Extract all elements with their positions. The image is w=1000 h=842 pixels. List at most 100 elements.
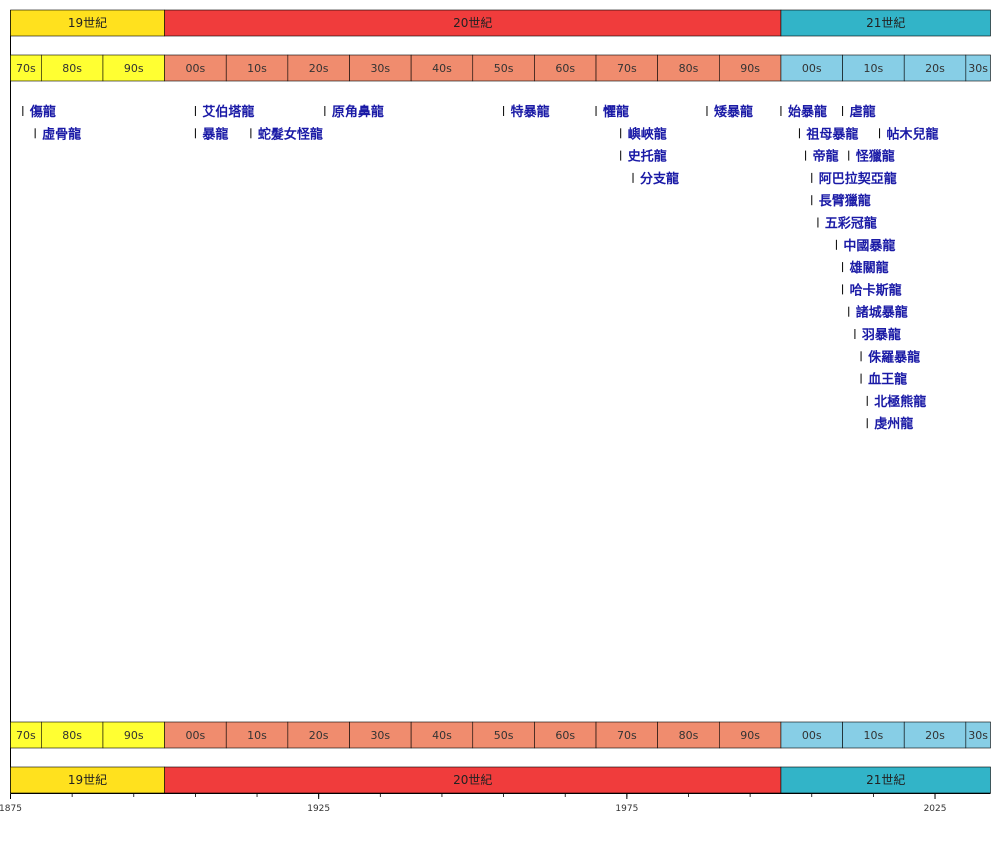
decade-label: 60s [555, 62, 575, 75]
decade-label: 30s [968, 62, 988, 75]
decade-segment [534, 721, 597, 749]
decade-segment [657, 721, 720, 749]
event-item[interactable]: 懼龍 [595, 104, 629, 120]
event-item[interactable]: 始暴龍 [780, 104, 827, 120]
decade-label: 20s [309, 62, 329, 75]
event-item[interactable]: 中國暴龍 [835, 238, 895, 254]
event-item[interactable]: 羽暴龍 [854, 327, 901, 343]
year-axis: 1875 1925 1975 2025 [0, 793, 991, 814]
decade-segment [410, 54, 474, 82]
decade-segment [657, 54, 720, 82]
event-label[interactable]: 嶼峽龍 [628, 126, 667, 142]
decade-label: 90s [740, 729, 760, 742]
event-item[interactable]: 虐龍 [842, 104, 876, 120]
event-item[interactable]: 祖母暴龍 [798, 126, 858, 142]
event-label[interactable]: 怪獵龍 [856, 149, 895, 165]
event-item[interactable]: 蛇髮女怪龍 [250, 126, 323, 142]
event-label[interactable]: 原角鼻龍 [332, 104, 384, 120]
decade-label: 80s [62, 729, 82, 742]
event-item[interactable]: 艾伯塔龍 [194, 104, 254, 120]
decade-segment [965, 54, 991, 82]
decade-segment [102, 721, 165, 749]
event-label[interactable]: 北極熊龍 [874, 394, 926, 410]
event-item[interactable]: 帖木兒龍 [879, 126, 939, 142]
decade-segment [287, 54, 350, 82]
century-label: 21世紀 [866, 16, 905, 30]
decade-label: 50s [494, 729, 514, 742]
event-item[interactable]: 侏羅暴龍 [860, 349, 920, 365]
century-label: 20世紀 [453, 16, 492, 30]
event-label[interactable]: 虔州龍 [874, 416, 913, 432]
event-label[interactable]: 諸城暴龍 [856, 305, 908, 321]
decade-label: 70s [617, 62, 637, 75]
event-label[interactable]: 血王龍 [868, 372, 907, 388]
event-item[interactable]: 分支龍 [632, 171, 679, 187]
decade-segment [842, 54, 905, 82]
event-label[interactable]: 中國暴龍 [843, 238, 895, 254]
event-item[interactable]: 北極熊龍 [866, 394, 926, 410]
decade-segment [595, 54, 658, 82]
event-item[interactable]: 怪獵龍 [848, 149, 895, 165]
event-item[interactable]: 虔州龍 [866, 416, 913, 432]
event-item[interactable]: 傷龍 [22, 104, 56, 120]
event-label[interactable]: 虛骨龍 [42, 126, 81, 142]
event-item[interactable]: 長臂獵龍 [811, 193, 871, 209]
event-item[interactable]: 嶼峽龍 [620, 126, 667, 142]
event-item[interactable]: 哈卡斯龍 [842, 282, 902, 298]
event-item[interactable]: 特暴龍 [503, 104, 550, 120]
event-label[interactable]: 艾伯塔龍 [202, 104, 254, 120]
event-label[interactable]: 帝龍 [813, 149, 839, 165]
event-item[interactable]: 諸城暴龍 [848, 305, 908, 321]
event-item[interactable]: 史托龍 [620, 149, 667, 165]
event-label[interactable]: 雄關龍 [849, 260, 889, 276]
century-label: 21世紀 [866, 773, 905, 787]
axis-tick-label: 2025 [924, 804, 947, 814]
event-label[interactable]: 哈卡斯龍 [850, 282, 902, 298]
event-item[interactable]: 雄關龍 [842, 260, 889, 276]
decade-segment [780, 54, 843, 82]
event-item[interactable]: 五彩冠龍 [817, 216, 877, 232]
event-label[interactable]: 蛇髮女怪龍 [258, 126, 323, 142]
decade-label: 70s [16, 729, 36, 742]
event-label[interactable]: 始暴龍 [788, 104, 827, 120]
event-label[interactable]: 帖木兒龍 [887, 126, 939, 142]
axis-tick-label: 1975 [615, 804, 638, 814]
event-label[interactable]: 矮暴龍 [714, 104, 753, 120]
event-item[interactable]: 虛骨龍 [34, 126, 81, 142]
event-item[interactable]: 矮暴龍 [706, 104, 753, 120]
event-item[interactable]: 阿巴拉契亞龍 [811, 171, 897, 187]
event-label[interactable]: 長臂獵龍 [819, 193, 871, 209]
decade-label: 90s [124, 62, 144, 75]
decade-label: 40s [432, 62, 452, 75]
event-item[interactable]: 原角鼻龍 [324, 104, 384, 120]
decade-band-bottom: 70s 80s 90s 00s 10s 20s 30s 40s 50s 60s 70s 80s 90s 0… [10, 721, 991, 749]
century-segment [164, 9, 782, 37]
decade-label: 20s [925, 62, 945, 75]
event-label[interactable]: 懼龍 [603, 104, 629, 120]
decade-segment [10, 721, 42, 749]
event-label[interactable]: 五彩冠龍 [825, 216, 877, 232]
decade-label: 00s [186, 729, 206, 742]
decade-label: 10s [247, 729, 267, 742]
decade-label: 70s [16, 62, 36, 75]
event-label[interactable]: 分支龍 [640, 171, 679, 187]
event-label[interactable]: 傷龍 [29, 104, 56, 120]
event-label[interactable]: 祖母暴龍 [805, 126, 858, 142]
decade-label: 90s [740, 62, 760, 75]
event-label[interactable]: 特暴龍 [511, 104, 550, 120]
event-label[interactable]: 羽暴龍 [862, 327, 901, 343]
decade-segment [410, 721, 474, 749]
century-segment [164, 766, 782, 794]
event-label[interactable]: 阿巴拉契亞龍 [819, 171, 897, 187]
event-label[interactable]: 暴龍 [201, 126, 228, 142]
event-label[interactable]: 史托龍 [628, 149, 667, 165]
event-label[interactable]: 虐龍 [850, 104, 876, 120]
event-item[interactable]: 暴龍 [194, 126, 228, 142]
event-item[interactable]: 帝龍 [805, 149, 839, 165]
century-label: 19世紀 [68, 773, 107, 787]
decade-label: 10s [247, 62, 267, 75]
event-item[interactable]: 血王龍 [860, 372, 907, 388]
event-label[interactable]: 侏羅暴龍 [868, 349, 920, 365]
decade-label: 20s [309, 729, 329, 742]
